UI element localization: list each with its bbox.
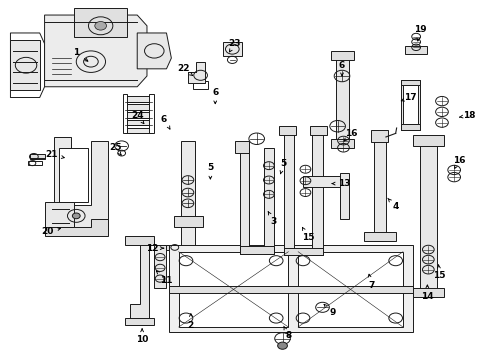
Text: 13: 13: [331, 179, 350, 188]
Polygon shape: [298, 252, 402, 327]
Polygon shape: [239, 148, 249, 253]
Polygon shape: [330, 51, 353, 60]
Polygon shape: [125, 104, 152, 110]
Text: 6: 6: [338, 61, 345, 76]
Polygon shape: [30, 154, 44, 159]
Polygon shape: [122, 94, 127, 134]
Text: 8: 8: [283, 326, 291, 341]
Polygon shape: [330, 139, 353, 148]
Text: 12: 12: [145, 244, 163, 253]
Polygon shape: [59, 148, 88, 202]
Polygon shape: [27, 161, 42, 165]
Polygon shape: [412, 288, 444, 297]
Polygon shape: [10, 40, 40, 90]
Text: 4: 4: [387, 198, 398, 211]
Polygon shape: [173, 216, 203, 226]
Polygon shape: [125, 128, 152, 134]
Text: 2: 2: [187, 314, 194, 330]
Polygon shape: [125, 318, 154, 325]
Polygon shape: [310, 126, 327, 135]
Polygon shape: [178, 252, 288, 327]
Polygon shape: [370, 130, 387, 142]
Polygon shape: [125, 112, 152, 118]
Polygon shape: [405, 45, 427, 54]
Text: 14: 14: [420, 285, 433, 301]
Polygon shape: [363, 232, 395, 241]
Polygon shape: [154, 244, 166, 288]
Polygon shape: [400, 125, 419, 130]
Text: 23: 23: [228, 39, 241, 52]
Text: 5: 5: [280, 159, 286, 174]
Polygon shape: [264, 148, 273, 253]
Polygon shape: [44, 202, 74, 226]
Polygon shape: [130, 237, 149, 325]
Polygon shape: [335, 54, 348, 148]
Circle shape: [95, 22, 106, 30]
Text: 25: 25: [109, 143, 122, 155]
Text: 6: 6: [212, 87, 218, 104]
Polygon shape: [125, 120, 152, 126]
Text: 9: 9: [324, 304, 335, 317]
Polygon shape: [283, 248, 322, 255]
Polygon shape: [44, 220, 108, 235]
Polygon shape: [402, 85, 417, 125]
Text: 5: 5: [207, 163, 213, 179]
Text: 16: 16: [344, 129, 357, 141]
Text: 17: 17: [400, 93, 416, 102]
Circle shape: [72, 213, 80, 219]
Text: 6: 6: [161, 114, 170, 129]
Polygon shape: [74, 8, 127, 37]
Polygon shape: [283, 130, 294, 255]
Text: 21: 21: [45, 150, 64, 159]
Text: 15: 15: [301, 228, 313, 242]
Text: 18: 18: [459, 111, 474, 120]
Polygon shape: [168, 244, 412, 332]
Polygon shape: [193, 81, 207, 89]
Polygon shape: [125, 96, 152, 102]
Polygon shape: [54, 137, 108, 230]
Polygon shape: [10, 33, 44, 98]
Text: 1: 1: [73, 48, 88, 61]
Polygon shape: [419, 137, 436, 297]
Text: 15: 15: [432, 265, 445, 279]
Polygon shape: [181, 140, 194, 325]
Text: 3: 3: [267, 211, 276, 226]
Text: 16: 16: [452, 156, 465, 168]
Circle shape: [277, 342, 287, 349]
Text: 10: 10: [136, 329, 148, 344]
Polygon shape: [278, 126, 295, 135]
Polygon shape: [166, 244, 183, 250]
Polygon shape: [234, 140, 249, 153]
Text: 11: 11: [156, 271, 172, 285]
Polygon shape: [373, 137, 385, 241]
Text: 22: 22: [177, 64, 192, 76]
Polygon shape: [44, 15, 147, 87]
Polygon shape: [311, 130, 322, 255]
Polygon shape: [400, 80, 419, 85]
Polygon shape: [149, 94, 154, 134]
Text: 19: 19: [413, 25, 426, 41]
Polygon shape: [125, 235, 154, 244]
Polygon shape: [400, 80, 419, 130]
Polygon shape: [239, 246, 273, 253]
Polygon shape: [412, 135, 444, 146]
Polygon shape: [339, 173, 348, 220]
Polygon shape: [188, 62, 205, 83]
Polygon shape: [222, 42, 242, 56]
Text: 20: 20: [41, 228, 61, 237]
Text: 7: 7: [367, 274, 374, 290]
Polygon shape: [168, 286, 412, 293]
Text: 24: 24: [131, 111, 143, 123]
Polygon shape: [137, 33, 171, 69]
Polygon shape: [303, 176, 346, 187]
